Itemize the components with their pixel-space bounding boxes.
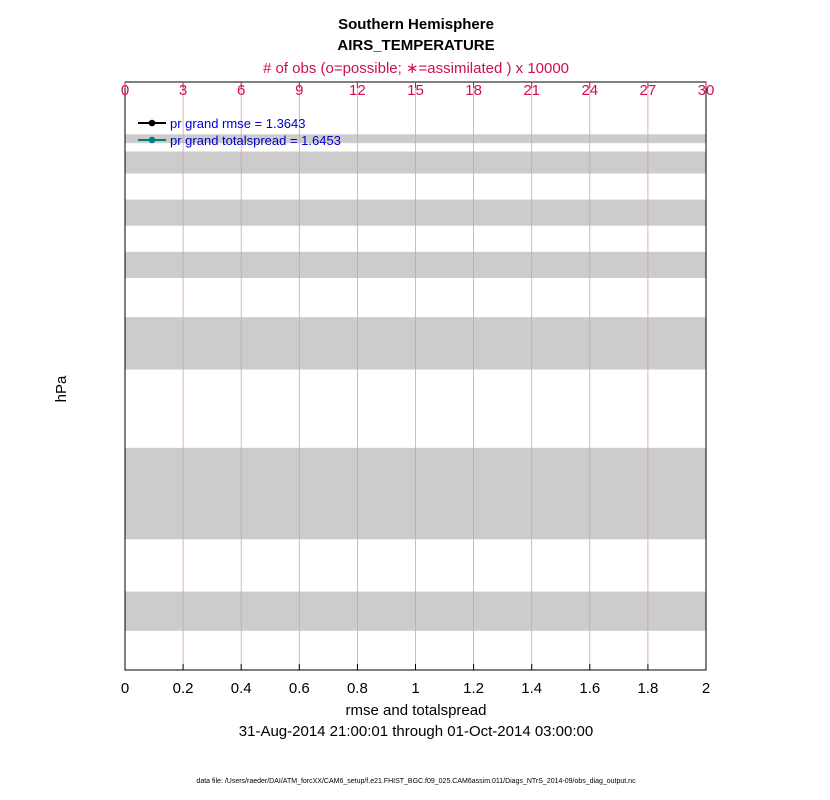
x-tick-label: 1.8 — [637, 680, 658, 697]
top-tick-label: 18 — [465, 82, 482, 99]
legend-spread-marker — [148, 136, 156, 144]
top-tick-label: 0 — [121, 82, 129, 99]
y-axis-label: hPa — [53, 375, 70, 402]
top-tick-label: 21 — [523, 82, 540, 99]
top-axis-label: # of obs (o=possible; ∗=assimilated ) x … — [263, 60, 569, 77]
x-tick-label: 0 — [121, 680, 129, 697]
x-axis-label: rmse and totalspread — [346, 702, 487, 719]
chart-title: Southern Hemisphere — [338, 16, 494, 33]
top-tick-label: 27 — [640, 82, 657, 99]
x-tick-label: 0.2 — [173, 680, 194, 697]
top-tick-label: 9 — [295, 82, 303, 99]
top-tick-label: 30 — [698, 82, 715, 99]
x-tick-label: 2 — [702, 680, 710, 697]
chart-subtitle: AIRS_TEMPERATURE — [337, 37, 494, 54]
data-file-footnote: data file: /Users/raeder/DAI/ATM_forcXX/… — [196, 778, 636, 785]
x-tick-label: 0.6 — [289, 680, 310, 697]
x-tick-label: 1.4 — [521, 680, 542, 697]
legend-rmse-label: pr grand rmse = 1.3643 — [170, 116, 306, 131]
top-tick-label: 6 — [237, 82, 245, 99]
x-tick-label: 0.8 — [347, 680, 368, 697]
x-tick-label: 1.6 — [579, 680, 600, 697]
x-tick-label: 1 — [411, 680, 419, 697]
legend: pr grand rmse = 1.3643 pr grand totalspr… — [138, 116, 341, 148]
legend-spread-label: pr grand totalspread = 1.6453 — [170, 133, 341, 148]
top-tick-label: 24 — [581, 82, 598, 99]
x-tick-label: 0.4 — [231, 680, 252, 697]
axis-ticks: 0 0.2 0.4 0.6 0.8 1 1.2 1.4 1.6 1.8 2 0 3 6 9 12 15 18 21 2… — [121, 82, 715, 697]
top-tick-label: 3 — [179, 82, 187, 99]
date-range: 31-Aug-2014 21:00:01 through 01-Oct-2014… — [239, 723, 593, 740]
x-tick-label: 1.2 — [463, 680, 484, 697]
top-tick-label: 15 — [407, 82, 424, 99]
legend-rmse-marker — [148, 119, 156, 127]
top-tick-label: 12 — [349, 82, 366, 99]
